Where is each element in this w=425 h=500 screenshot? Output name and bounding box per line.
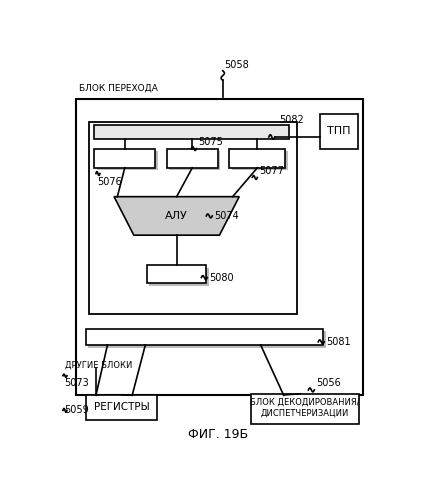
Text: 5058: 5058: [224, 60, 249, 70]
Bar: [76, 98, 363, 395]
Text: ДИСПЕТЧЕРИЗАЦИИ: ДИСПЕТЧЕРИЗАЦИИ: [261, 408, 349, 417]
Bar: [86, 395, 157, 420]
Bar: [169, 151, 220, 171]
Text: 5080: 5080: [210, 272, 234, 282]
Text: 5059: 5059: [65, 406, 89, 415]
Text: 5082: 5082: [279, 114, 303, 124]
Bar: [147, 265, 206, 283]
Bar: [149, 268, 209, 286]
Text: АЛУ: АЛУ: [165, 211, 188, 221]
Bar: [94, 148, 155, 168]
Text: 5073: 5073: [65, 378, 89, 388]
Text: 5077: 5077: [259, 166, 284, 175]
Text: РЕГИСТРЫ: РЕГИСТРЫ: [94, 402, 149, 412]
Bar: [251, 394, 360, 424]
Text: 5075: 5075: [198, 136, 223, 146]
Bar: [96, 151, 158, 171]
Text: 5081: 5081: [326, 337, 351, 347]
Bar: [89, 122, 297, 314]
Bar: [94, 126, 289, 139]
Bar: [230, 148, 285, 168]
Bar: [320, 114, 358, 148]
Polygon shape: [114, 196, 239, 235]
Bar: [167, 148, 218, 168]
Bar: [88, 332, 326, 347]
Text: 5056: 5056: [317, 378, 341, 388]
Text: 5076: 5076: [98, 178, 122, 188]
Bar: [86, 328, 323, 345]
Text: БЛОК ПЕРЕХОДА: БЛОК ПЕРЕХОДА: [79, 84, 159, 92]
Text: БЛОК ДЕКОДИРОВАНИЯ/: БЛОК ДЕКОДИРОВАНИЯ/: [250, 398, 360, 406]
Text: ДРУГИЕ БЛОКИ: ДРУГИЕ БЛОКИ: [65, 361, 132, 370]
Text: ФИГ. 19Б: ФИГ. 19Б: [188, 428, 248, 441]
Text: 5074: 5074: [215, 211, 239, 221]
Text: ТПП: ТПП: [327, 126, 351, 136]
Bar: [232, 151, 288, 171]
